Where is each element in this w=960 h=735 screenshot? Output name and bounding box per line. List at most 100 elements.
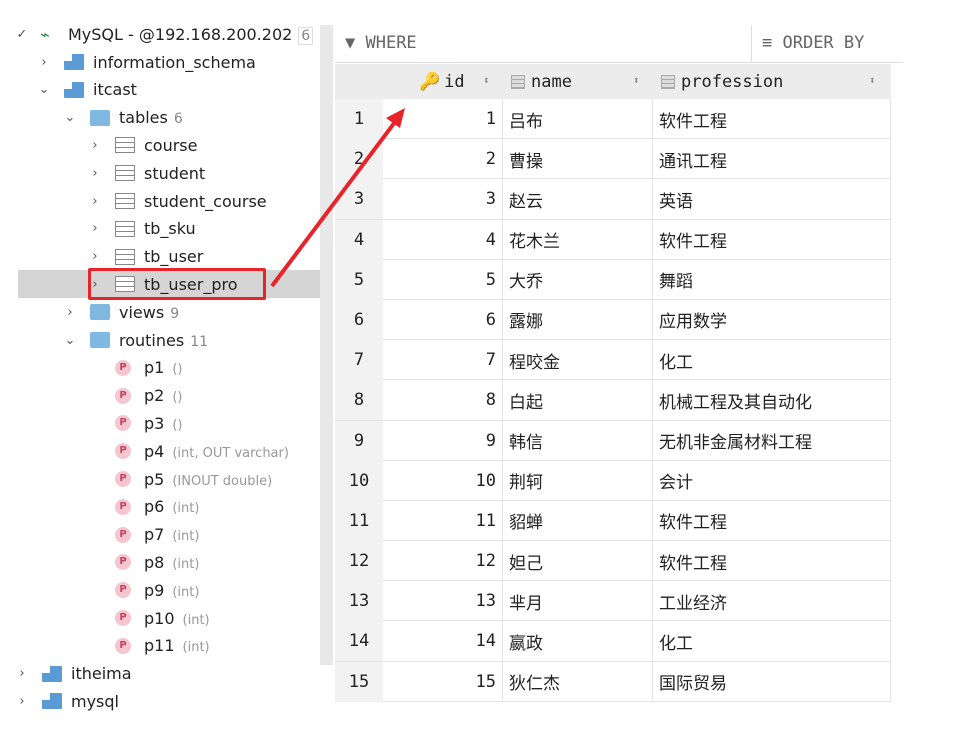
table-row[interactable]: 9 9 韩信 无机非金属材料工程	[335, 420, 891, 461]
cell-profession[interactable]: 机械工程及其自动化	[653, 380, 891, 421]
chevron-right-icon[interactable]: ›	[19, 693, 25, 709]
cell-profession[interactable]: 会计	[653, 460, 891, 501]
row-number[interactable]: 9	[335, 420, 383, 461]
row-number[interactable]: 13	[335, 581, 383, 622]
tree-item-course[interactable]: › course	[0, 131, 320, 159]
cell-id[interactable]: 9	[383, 420, 503, 461]
chevron-down-icon[interactable]: ⌄	[38, 82, 50, 98]
cell-profession[interactable]: 工业经济	[653, 581, 891, 622]
chevron-right-icon[interactable]: ›	[92, 193, 98, 209]
table-row[interactable]: 5 5 大乔 舞蹈	[335, 259, 891, 300]
row-number[interactable]: 2	[335, 139, 383, 180]
cell-id[interactable]: 1	[383, 99, 503, 139]
sort-icon[interactable]: ⬍	[869, 74, 876, 87]
cell-name[interactable]: 露娜	[503, 299, 653, 340]
chevron-right-icon[interactable]: ›	[41, 54, 47, 70]
tree-item-routines[interactable]: ⌄ routines 11	[0, 326, 320, 354]
column-header-id[interactable]: 🔑 id	[419, 71, 465, 92]
cell-profession[interactable]: 化工	[653, 621, 891, 662]
chevron-right-icon[interactable]: ›	[19, 666, 25, 682]
tree-scrollbar[interactable]	[320, 25, 333, 665]
row-number[interactable]: 1	[335, 99, 383, 139]
cell-profession[interactable]: 软件工程	[653, 500, 891, 541]
cell-profession[interactable]: 英语	[653, 179, 891, 220]
tree-item-itheima[interactable]: › itheima	[0, 660, 320, 688]
table-row[interactable]: 2 2 曹操 通讯工程	[335, 139, 891, 180]
cell-id[interactable]: 11	[383, 500, 503, 541]
row-number[interactable]: 4	[335, 219, 383, 260]
cell-profession[interactable]: 应用数学	[653, 299, 891, 340]
chevron-right-icon[interactable]: ›	[92, 165, 98, 181]
column-header-profession[interactable]: profession	[661, 64, 783, 99]
sort-icon[interactable]: ⬍	[633, 74, 640, 87]
table-row[interactable]: 15 15 狄仁杰 国际贸易	[335, 661, 891, 702]
cell-name[interactable]: 芈月	[503, 581, 653, 622]
cell-name[interactable]: 曹操	[503, 139, 653, 180]
cell-name[interactable]: 貂蝉	[503, 500, 653, 541]
table-row[interactable]: 11 11 貂蝉 软件工程	[335, 500, 891, 542]
tree-item-mysql[interactable]: › mysql	[0, 687, 320, 715]
cell-id[interactable]: 8	[383, 380, 503, 421]
table-row[interactable]: 8 8 白起 机械工程及其自动化	[335, 380, 891, 421]
cell-name[interactable]: 程咬金	[503, 340, 653, 381]
row-number[interactable]: 14	[335, 621, 383, 662]
cell-id[interactable]: 13	[383, 581, 503, 622]
tree-item-tb-user[interactable]: › tb_user	[0, 243, 320, 271]
row-number[interactable]: 15	[335, 661, 383, 702]
tree-item-tb-sku[interactable]: › tb_sku	[0, 215, 320, 243]
cell-name[interactable]: 嬴政	[503, 621, 653, 662]
cell-profession[interactable]: 无机非金属材料工程	[653, 420, 891, 461]
tree-item-student[interactable]: › student	[0, 159, 320, 187]
cell-profession[interactable]: 软件工程	[653, 541, 891, 582]
chevron-right-icon[interactable]: ›	[92, 276, 98, 292]
table-row[interactable]: 3 3 赵云 英语	[335, 179, 891, 220]
table-row[interactable]: 1 1 吕布 软件工程	[335, 99, 891, 140]
cell-id[interactable]: 10	[383, 460, 503, 501]
table-row[interactable]: 12 12 妲己 软件工程	[335, 541, 891, 582]
column-header-name[interactable]: name	[511, 64, 572, 99]
table-row[interactable]: 13 13 芈月 工业经济	[335, 581, 891, 622]
chevron-down-icon[interactable]: ✓	[16, 26, 28, 42]
cell-name[interactable]: 大乔	[503, 259, 653, 300]
cell-profession[interactable]: 软件工程	[653, 99, 891, 139]
where-filter[interactable]: ▼ WHERE	[345, 33, 417, 53]
cell-name[interactable]: 白起	[503, 380, 653, 421]
cell-id[interactable]: 2	[383, 139, 503, 180]
table-row[interactable]: 7 7 程咬金 化工	[335, 340, 891, 381]
cell-name[interactable]: 荆轲	[503, 460, 653, 501]
row-number[interactable]: 5	[335, 259, 383, 300]
chevron-right-icon[interactable]: ›	[92, 221, 98, 237]
cell-profession[interactable]: 舞蹈	[653, 259, 891, 300]
cell-id[interactable]: 5	[383, 259, 503, 300]
table-row[interactable]: 10 10 荆轲 会计	[335, 460, 891, 501]
row-number[interactable]: 7	[335, 340, 383, 381]
cell-name[interactable]: 吕布	[503, 99, 653, 139]
table-row[interactable]: 6 6 露娜 应用数学	[335, 299, 891, 341]
row-number[interactable]: 8	[335, 380, 383, 421]
chevron-right-icon[interactable]: ›	[92, 137, 98, 153]
row-number[interactable]: 11	[335, 500, 383, 541]
tree-item-tables[interactable]: ⌄ tables 6	[0, 104, 320, 132]
cell-profession[interactable]: 通讯工程	[653, 139, 891, 180]
row-number[interactable]: 10	[335, 460, 383, 501]
table-row[interactable]: 14 14 嬴政 化工	[335, 621, 891, 662]
tree-item-information-schema[interactable]: › information_schema	[0, 48, 320, 76]
cell-name[interactable]: 妲己	[503, 541, 653, 582]
cell-name[interactable]: 狄仁杰	[503, 661, 653, 702]
row-number[interactable]: 6	[335, 299, 383, 340]
cell-profession[interactable]: 化工	[653, 340, 891, 381]
cell-id[interactable]: 7	[383, 340, 503, 381]
cell-id[interactable]: 3	[383, 179, 503, 220]
chevron-down-icon[interactable]: ⌄	[64, 110, 76, 126]
table-row[interactable]: 4 4 花木兰 软件工程	[335, 219, 891, 260]
